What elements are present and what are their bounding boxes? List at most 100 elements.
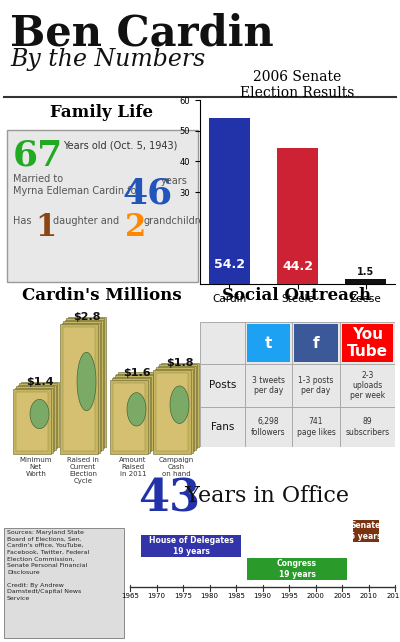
Bar [162,367,194,445]
Text: 1980: 1980 [200,593,218,599]
Text: Raised in
Current
Election
Cycle: Raised in Current Election Cycle [67,457,99,484]
Bar [66,324,98,448]
Bar [156,374,188,451]
Text: 1-3 posts
per day: 1-3 posts per day [298,376,334,395]
Text: Years old (Oct. 5, 1943): Years old (Oct. 5, 1943) [63,141,177,151]
Text: Cardin's Millions: Cardin's Millions [22,287,182,304]
Text: Amount
Raised
in 2011: Amount Raised in 2011 [119,457,147,477]
Bar [19,389,51,448]
Bar [141,535,241,557]
Text: 43: 43 [138,477,200,520]
Title: 2006 Senate
Election Results: 2006 Senate Election Results [240,70,355,100]
Bar [20,381,58,446]
Bar [209,117,250,284]
Text: 6,298
followers: 6,298 followers [251,417,286,437]
Bar [118,372,156,446]
Bar [60,324,98,454]
Bar [62,322,100,453]
Bar [19,383,57,448]
Text: Campaign
Cash
on hand: Campaign Cash on hand [158,457,194,477]
Text: $1.8: $1.8 [166,358,194,369]
Bar [16,392,48,451]
Bar [69,321,101,445]
Text: Minimum
Net
Worth: Minimum Net Worth [20,457,52,477]
Text: Fans: Fans [211,422,234,432]
Text: 2010: 2010 [360,593,378,599]
Bar [246,558,347,580]
Text: 67: 67 [13,139,63,173]
Bar [245,364,292,407]
Bar [345,279,386,284]
Bar [159,365,197,448]
FancyBboxPatch shape [4,528,124,638]
Bar [70,320,102,444]
Bar [114,375,152,449]
Bar [118,378,150,446]
Bar [66,318,104,448]
FancyBboxPatch shape [7,130,198,282]
Bar [158,366,196,449]
Text: Ben Cardin: Ben Cardin [10,12,274,54]
Bar [110,379,148,454]
Text: 1: 1 [35,212,56,243]
Bar [156,367,194,451]
Ellipse shape [127,393,146,426]
Ellipse shape [30,399,49,429]
Text: Senate
5 years: Senate 5 years [350,521,382,541]
Bar [18,385,56,449]
Bar [63,321,101,451]
Bar [245,407,292,447]
Bar [113,377,151,451]
Bar [63,327,95,451]
Text: grandchildren: grandchildren [143,216,211,226]
Bar [164,366,196,444]
Bar [340,364,395,407]
Bar [277,148,318,284]
Text: 2015: 2015 [386,593,400,599]
Text: 2-3
uploads
per week: 2-3 uploads per week [350,370,385,401]
Bar [119,377,151,445]
Text: 1.5: 1.5 [357,267,374,277]
Text: years: years [161,176,188,186]
Bar [18,390,50,449]
Text: 44.2: 44.2 [282,260,313,273]
Text: Married to
Myrna Edleman Cardin for: Married to Myrna Edleman Cardin for [13,174,140,196]
Text: 1995: 1995 [280,593,298,599]
Bar [154,369,192,453]
Bar [292,322,340,364]
Bar [24,385,56,444]
Text: 1985: 1985 [227,593,245,599]
Bar [158,372,190,449]
Bar [114,381,146,449]
Ellipse shape [77,352,96,411]
Bar [200,407,245,447]
Text: 3 tweets
per day: 3 tweets per day [252,376,285,395]
Ellipse shape [170,386,189,424]
Bar [64,320,102,449]
Text: By the Numbers: By the Numbers [10,48,205,71]
Bar [340,322,395,364]
Bar [113,383,145,451]
Text: f: f [313,336,319,351]
Text: daughter and: daughter and [53,216,119,226]
Bar [160,369,192,446]
Text: 741
page likes: 741 page likes [296,417,336,437]
Bar [292,364,340,407]
Text: 1970: 1970 [148,593,166,599]
Text: You
Tube: You Tube [347,327,388,360]
Bar [292,407,340,447]
Text: House of Delegates
19 years: House of Delegates 19 years [148,536,233,556]
Bar [245,322,292,364]
Bar [22,386,54,445]
Text: Family Life: Family Life [50,104,154,121]
Bar [342,324,393,362]
Text: $1.6: $1.6 [123,368,151,377]
Text: t: t [265,336,272,351]
Text: Has: Has [13,216,32,226]
Bar [64,325,96,449]
Bar [159,370,191,448]
Text: 46: 46 [123,176,173,210]
Bar [120,375,152,444]
Bar [16,386,54,451]
Text: Sources: Maryland State
Board of Elections, Sen.
Cardin's office, YouTube,
Faceb: Sources: Maryland State Board of Electio… [7,530,89,601]
